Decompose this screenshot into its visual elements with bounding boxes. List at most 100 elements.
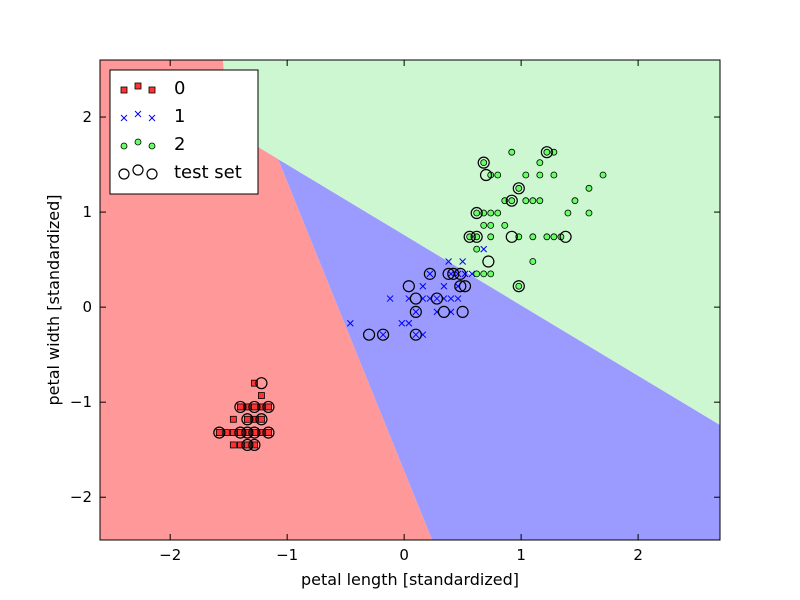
data-point (501, 221, 509, 229)
data-point (447, 267, 460, 280)
legend-marker (148, 114, 156, 122)
data-point (461, 270, 469, 278)
data-point (265, 429, 272, 436)
data-point (251, 379, 258, 387)
data-point (379, 331, 387, 339)
data-point (241, 426, 254, 439)
data-point (248, 400, 261, 414)
data-point (543, 148, 551, 156)
data-point (376, 328, 390, 341)
data-point (487, 233, 495, 241)
data-point (236, 403, 244, 411)
data-point (454, 295, 462, 302)
data-point (405, 319, 413, 327)
legend: 0 1 2 test set (109, 69, 259, 195)
data-point (229, 429, 237, 436)
data-point (515, 184, 523, 192)
x-tick-label: −1 (276, 546, 298, 564)
data-point (412, 308, 420, 316)
data-point (398, 319, 406, 327)
x-tick-label: 2 (633, 546, 643, 564)
data-point (585, 184, 593, 192)
legend-entry: 0 (120, 78, 185, 99)
data-point (215, 429, 223, 436)
data-point (409, 328, 422, 341)
legend-label: 1 (174, 106, 185, 127)
data-point (229, 441, 237, 449)
data-point (480, 159, 488, 167)
data-point (213, 426, 226, 439)
data-point (346, 319, 354, 327)
data-point (255, 413, 268, 426)
data-point (522, 197, 530, 205)
legend-marker (118, 168, 130, 180)
data-point (433, 295, 441, 302)
data-point (447, 295, 455, 302)
region-class-1 (222, 60, 720, 540)
data-point (426, 270, 434, 278)
x-tick-label: 0 (399, 546, 409, 564)
data-point (479, 168, 493, 182)
data-point (248, 438, 261, 452)
data-point (494, 171, 502, 179)
data-point (473, 270, 481, 278)
data-point (258, 429, 265, 436)
data-point (236, 429, 244, 436)
data-point (512, 182, 525, 195)
y-tick-label: 1 (82, 203, 92, 221)
data-point (559, 230, 572, 243)
data-point (508, 148, 516, 156)
data-point (487, 221, 495, 229)
data-point (243, 441, 251, 449)
data-point (482, 255, 495, 268)
data-point (463, 230, 476, 243)
legend-marker (146, 168, 158, 180)
data-point (536, 197, 544, 205)
data-point (409, 305, 422, 318)
data-point (543, 233, 551, 241)
data-point (236, 441, 244, 449)
data-point (409, 292, 422, 305)
data-point (229, 415, 237, 423)
data-point (540, 146, 553, 159)
data-point (571, 197, 579, 205)
legend-marker (132, 164, 144, 176)
data-point (505, 194, 518, 207)
data-point (262, 426, 275, 439)
data-point (412, 331, 420, 339)
x-axis-ticks: −2 −1 0 1 2 (159, 60, 643, 564)
data-point (255, 377, 268, 390)
data-point (477, 156, 490, 169)
data-point (515, 282, 523, 290)
data-point (480, 270, 488, 278)
legend-marker (134, 82, 142, 90)
data-point (430, 292, 444, 305)
legend-marker (134, 138, 142, 146)
data-point (243, 415, 251, 423)
data-point (437, 305, 451, 318)
data-point (599, 171, 607, 179)
data-point (243, 403, 251, 411)
data-point (442, 267, 455, 280)
legend-label: 0 (174, 78, 185, 99)
legend-entry: test set (118, 162, 242, 183)
data-point (473, 209, 481, 217)
legend-entry: 1 (120, 106, 185, 127)
legend-marker (120, 114, 128, 122)
data-point (251, 429, 258, 436)
series-test-set (213, 146, 572, 452)
data-point (402, 280, 415, 293)
data-point (536, 159, 544, 167)
legend-entry: 2 (120, 134, 185, 155)
data-point (454, 270, 462, 278)
data-point (550, 171, 558, 179)
data-point (234, 426, 247, 439)
data-point (454, 267, 467, 280)
legend-marker (120, 86, 128, 94)
legend-label: 2 (174, 134, 185, 155)
data-point (362, 328, 376, 341)
data-point (445, 258, 452, 265)
data-point (585, 209, 593, 217)
data-point (564, 209, 572, 217)
